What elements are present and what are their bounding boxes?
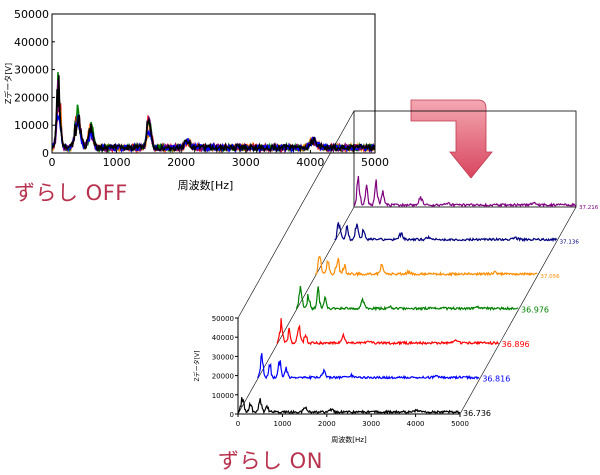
- series-line-36.976: [295, 285, 519, 312]
- y-tick-label: 20000: [212, 373, 234, 381]
- chart-on: 37.216 37.136 37.056 36.976 36.896 36.816 36.7…: [193, 110, 599, 444]
- series-layer: [52, 72, 375, 153]
- x-axis-label: 周波数[Hz]: [178, 179, 234, 192]
- series-label: 36.976: [521, 306, 549, 315]
- y-tick-label: 0: [230, 411, 234, 419]
- x-tick-label: 5000: [451, 420, 469, 428]
- series-line-4: [52, 80, 375, 153]
- y-tick-label: 0: [42, 147, 49, 160]
- x-tick-label: 0: [49, 156, 56, 169]
- y-tick-label: 40000: [212, 334, 234, 342]
- y-tick-label: 50000: [212, 315, 234, 323]
- down-right-arrow-icon: [410, 99, 493, 179]
- back-plane-frame: [353, 110, 577, 208]
- series-line-37.136: [334, 222, 558, 243]
- depth-edge-top: [237, 110, 355, 319]
- y-tick-label: 30000: [14, 64, 49, 77]
- series-line-37.056: [314, 255, 538, 277]
- y-axis-label: Zデータ[V]: [193, 351, 201, 382]
- series-line-36.736: [237, 397, 461, 415]
- chart-off: 0 1000 2000 3000 4000 50000100002000030000400…: [3, 8, 389, 192]
- series-label: 36.816: [482, 375, 510, 384]
- series-line-37.216: [353, 175, 577, 208]
- y-tick-label: 30000: [212, 353, 234, 361]
- x-tick-label: 2000: [167, 156, 195, 169]
- y-axis-label: Zデータ[V]: [3, 63, 13, 104]
- x-tick-label: 4000: [407, 420, 425, 428]
- y-tick-label: 20000: [14, 91, 49, 104]
- series-line-6: [52, 75, 375, 153]
- series-line-36.896: [276, 318, 500, 346]
- x-tick-label: 0: [236, 420, 240, 428]
- series-line-2: [52, 95, 375, 153]
- series-label: 37.216: [579, 205, 599, 211]
- y-tick-label: 10000: [212, 392, 234, 400]
- arrow-body: [410, 99, 493, 179]
- series-label: 36.736: [463, 409, 491, 418]
- series-label: 36.896: [502, 340, 530, 349]
- depth-edge-bottom-left: [237, 206, 355, 415]
- x-tick-label: 4000: [296, 156, 324, 169]
- caption-shift-off: ずらし OFF: [14, 181, 128, 205]
- caption-shift-on: ずらし ON: [218, 449, 323, 473]
- x-tick-label: 3000: [232, 156, 260, 169]
- y-tick-label: 10000: [14, 119, 49, 132]
- series-line-36.816: [257, 353, 480, 381]
- x-tick-label: 5000: [361, 156, 389, 169]
- series-label: 37.056: [540, 274, 560, 280]
- y-tick-label: 40000: [14, 36, 49, 49]
- x-tick-label: 3000: [362, 420, 380, 428]
- series-label: 37.136: [560, 240, 580, 246]
- plot-frame: [51, 13, 376, 154]
- x-tick-label: 2000: [318, 420, 336, 428]
- x-tick-label: 1000: [103, 156, 131, 169]
- series-line-1: [52, 85, 375, 153]
- x-tick-label: 1000: [273, 420, 291, 428]
- y-tick-label: 50000: [14, 8, 49, 21]
- depth-edge-bottom-right: [459, 206, 577, 415]
- series-line-3: [52, 72, 375, 153]
- x-axis-label: 周波数[Hz]: [331, 435, 367, 444]
